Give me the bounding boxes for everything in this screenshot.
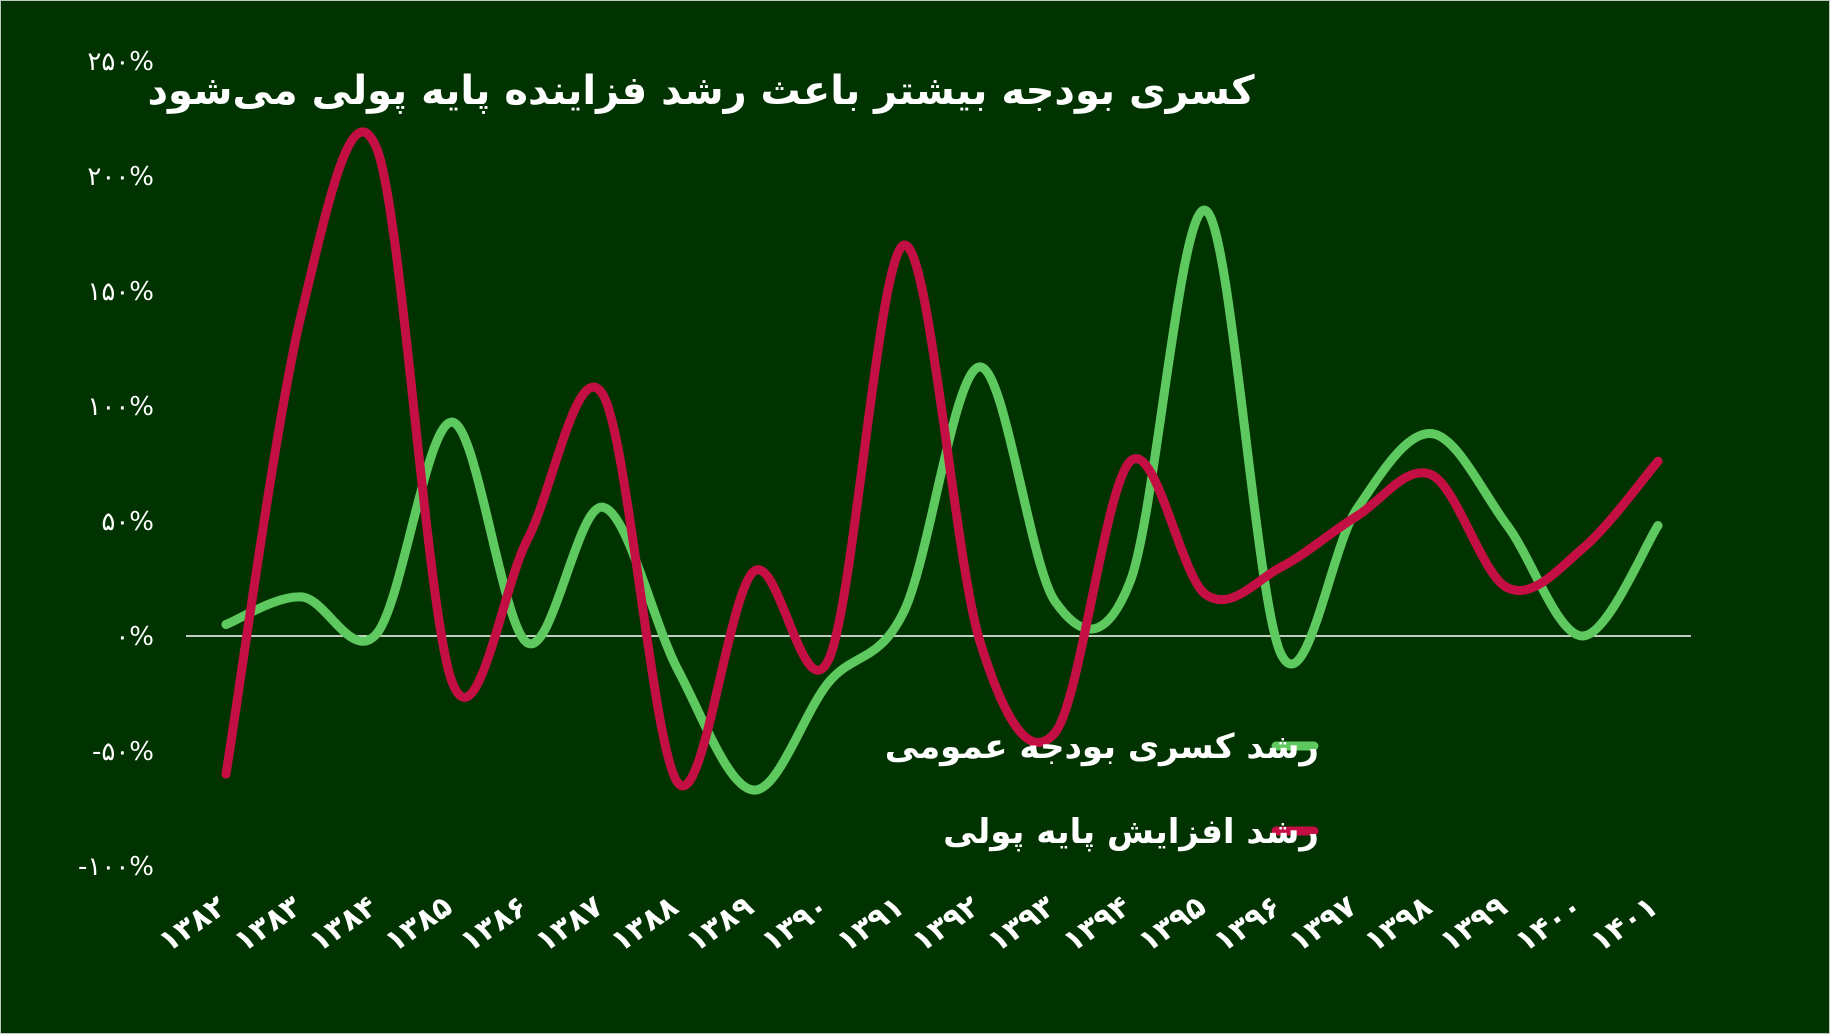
data-point (1050, 597, 1060, 606)
y-tick-label: ۵۰% (101, 507, 154, 537)
x-tick-label: ۱۳۸۴ (303, 889, 383, 960)
data-point (1502, 583, 1512, 593)
data-point (296, 592, 306, 602)
data-point (598, 390, 608, 399)
series-layer (221, 127, 1663, 795)
data-point (598, 502, 608, 512)
x-tick-label: ۱۳۹۰ (755, 889, 835, 960)
x-tick-label: ۱۴۰۰ (1509, 889, 1589, 960)
data-point (824, 677, 834, 687)
x-tick-label: ۱۳۹۴ (1057, 889, 1137, 960)
data-point (1276, 649, 1286, 659)
x-tick-label: ۱۳۹۱ (831, 889, 911, 960)
y-tick-label: -۱۰۰% (78, 852, 154, 882)
data-point (975, 362, 985, 372)
data-point (899, 240, 909, 250)
x-tick-label: ۱۴۰۱ (1585, 889, 1665, 960)
data-point (1653, 456, 1663, 466)
data-point (1427, 470, 1437, 480)
data-point (1578, 631, 1588, 641)
x-tick-label: ۱۳۹۸ (1358, 889, 1438, 960)
data-point (1276, 562, 1286, 572)
data-point (296, 309, 306, 319)
data-point (447, 417, 457, 427)
data-point (1502, 521, 1512, 531)
data-point (1125, 456, 1135, 466)
x-axis: ۱۳۸۲۱۳۸۳۱۳۸۴۱۳۸۵۱۳۸۶۱۳۸۷۱۳۸۸۱۳۸۹۱۳۹۰۱۳۹۱… (153, 889, 1665, 960)
data-point (749, 567, 759, 577)
x-tick-label: ۱۳۸۶ (454, 889, 534, 960)
x-tick-label: ۱۳۸۲ (153, 889, 233, 960)
legend-label: رشد افزایش پایه پولی (943, 812, 1319, 852)
data-point (1352, 511, 1362, 521)
series-line-1 (221, 206, 1663, 795)
data-point (221, 620, 231, 629)
data-point (522, 534, 532, 544)
y-tick-label: ۰% (115, 622, 154, 652)
data-point (372, 629, 382, 639)
x-tick-label: ۱۳۹۲ (906, 889, 986, 960)
x-tick-label: ۱۳۸۵ (379, 889, 459, 960)
x-tick-label: ۱۳۹۹ (1434, 889, 1514, 960)
data-point (447, 677, 457, 687)
x-tick-label: ۱۳۸۹ (680, 889, 760, 960)
y-tick-label: ۲۰۰% (87, 162, 154, 192)
data-point (1653, 521, 1663, 531)
data-point (975, 636, 985, 646)
data-point (221, 769, 231, 779)
legend-label: رشد کسری بودجه عمومی (885, 727, 1319, 767)
data-point (673, 666, 683, 675)
legend: رشد کسری بودجه عمومی رشد افزایش پایه پولی (885, 727, 1319, 852)
data-point (1201, 590, 1211, 600)
x-tick-label: ۱۳۹۷ (1283, 889, 1363, 960)
x-tick-label: ۱۳۹۳ (982, 889, 1062, 960)
y-tick-label: ۲۵۰% (87, 47, 154, 77)
chart-title: کسری بودجه بیشتر باعث رشد فزاینده پایه پ… (148, 68, 1256, 114)
data-point (749, 785, 759, 795)
x-tick-label: ۱۳۹۶ (1208, 889, 1288, 960)
data-point (899, 606, 909, 616)
y-tick-label: -۵۰% (92, 737, 154, 767)
y-tick-label: ۱۰۰% (87, 392, 154, 422)
x-tick-label: ۱۳۸۷ (529, 889, 609, 960)
data-point (824, 654, 834, 664)
data-point (673, 778, 683, 788)
data-point (1050, 728, 1060, 738)
data-point (372, 143, 382, 153)
data-point (1578, 544, 1588, 554)
x-tick-label: ۱۳۸۳ (228, 889, 308, 960)
series-line-2 (221, 127, 1663, 791)
x-tick-label: ۱۳۹۵ (1132, 889, 1212, 960)
y-axis: ۲۵۰% ۲۰۰% ۱۵۰% ۱۰۰% ۵۰% ۰% -۵۰% -۱۰۰% (78, 47, 154, 882)
y-tick-label: ۱۵۰% (87, 277, 154, 307)
data-point (522, 638, 532, 648)
data-point (1427, 429, 1437, 439)
data-point (1201, 206, 1211, 215)
data-point (1125, 576, 1135, 586)
x-tick-label: ۱۳۸۸ (605, 889, 685, 960)
